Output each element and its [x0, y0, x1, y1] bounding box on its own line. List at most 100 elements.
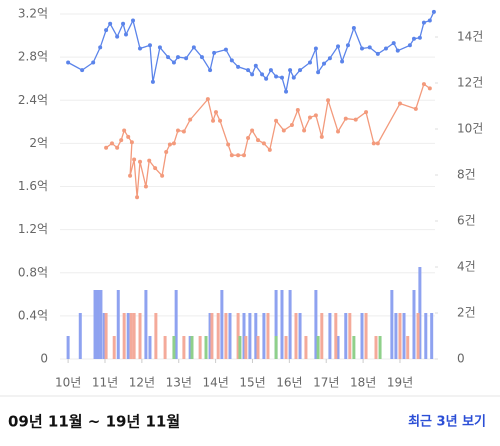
point — [150, 79, 155, 84]
x-tick-label: 18년 — [350, 376, 376, 390]
bar — [418, 267, 422, 359]
point — [267, 147, 272, 152]
bar — [104, 313, 108, 359]
point — [160, 173, 165, 178]
point — [413, 106, 418, 111]
point — [121, 21, 126, 26]
point — [131, 18, 136, 23]
point — [132, 157, 137, 162]
point — [313, 46, 318, 51]
point — [351, 26, 356, 31]
bar — [204, 336, 208, 359]
point — [226, 142, 231, 147]
bar — [314, 290, 318, 359]
point — [212, 50, 217, 55]
point — [364, 110, 369, 115]
x-tick-label: 16년 — [276, 376, 302, 390]
point — [279, 75, 284, 80]
point — [308, 115, 312, 120]
point — [181, 129, 186, 134]
point — [288, 68, 293, 73]
y2-tick-label: 10건 — [457, 122, 483, 136]
line — [67, 11, 435, 92]
bar — [274, 290, 278, 359]
point — [153, 166, 158, 171]
point — [353, 117, 358, 122]
point — [411, 36, 416, 41]
bar — [154, 313, 158, 359]
bar — [174, 290, 178, 359]
y-tick-label: 3.2억 — [18, 7, 48, 21]
bar — [190, 336, 194, 359]
bar — [122, 313, 126, 359]
point — [157, 45, 162, 50]
bar — [238, 336, 242, 359]
bar — [298, 313, 302, 359]
bar — [378, 336, 382, 359]
point — [66, 60, 71, 65]
point — [213, 110, 218, 115]
bar — [394, 313, 398, 359]
point — [167, 142, 172, 147]
bar — [182, 336, 186, 359]
point — [336, 44, 341, 49]
bar — [210, 313, 214, 359]
y-tick-label: 0 — [40, 352, 48, 366]
recent-3y-link[interactable]: 최근 3년 보기 — [408, 415, 486, 430]
y2-tick-label: 0 — [457, 352, 465, 366]
bar — [328, 313, 332, 359]
point — [191, 45, 196, 50]
point — [188, 117, 193, 122]
bar — [402, 313, 406, 359]
point — [229, 58, 234, 63]
bar — [163, 336, 167, 359]
bar — [220, 290, 224, 359]
y-tick-label: 1.2억 — [18, 222, 48, 236]
point — [417, 35, 422, 40]
bar — [126, 313, 130, 359]
point — [367, 45, 372, 50]
point — [340, 59, 345, 64]
bar — [244, 336, 248, 359]
bar — [374, 336, 378, 359]
point — [147, 158, 152, 163]
point — [308, 60, 312, 65]
point — [260, 72, 265, 77]
point — [319, 134, 324, 139]
point — [126, 134, 131, 139]
bar — [224, 313, 228, 359]
point — [80, 68, 85, 73]
y-tick-label: 0.8억 — [18, 265, 48, 279]
point — [119, 138, 124, 143]
point — [128, 173, 133, 178]
bar — [256, 336, 260, 359]
bar — [144, 290, 148, 359]
bar — [138, 313, 142, 359]
y-tick-label: 0.4억 — [18, 308, 48, 322]
point — [211, 118, 216, 123]
x-tick-label: 10년 — [55, 376, 81, 390]
bar — [198, 336, 202, 359]
point — [261, 141, 266, 146]
point — [359, 46, 364, 51]
bar — [398, 313, 402, 359]
point — [298, 68, 303, 73]
point — [397, 101, 402, 106]
point — [407, 43, 412, 48]
bar — [360, 313, 364, 359]
point — [284, 89, 289, 94]
point — [345, 43, 350, 48]
bar — [320, 313, 324, 359]
bar — [364, 313, 368, 359]
bar — [254, 313, 258, 359]
y2-tick-label: 8건 — [457, 168, 476, 182]
point — [313, 113, 318, 118]
point — [236, 153, 241, 158]
point — [246, 68, 251, 73]
y2-tick-label: 2건 — [457, 306, 476, 320]
bar — [430, 313, 434, 359]
point — [143, 184, 148, 189]
point — [223, 47, 228, 52]
point — [229, 153, 234, 158]
